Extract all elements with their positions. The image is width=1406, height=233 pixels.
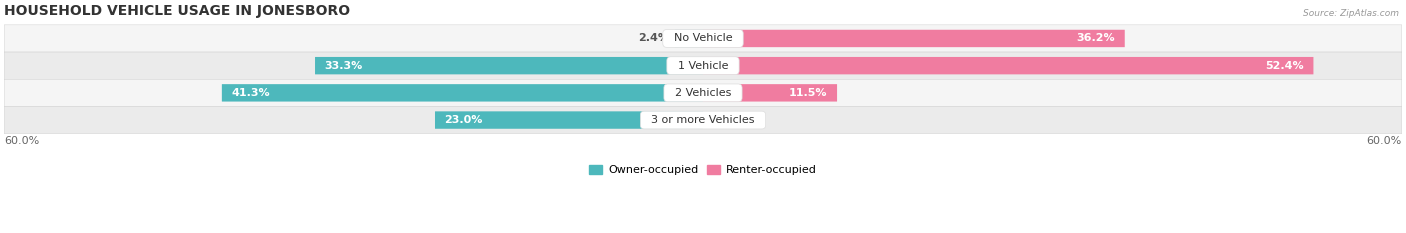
FancyBboxPatch shape <box>434 111 703 129</box>
FancyBboxPatch shape <box>675 30 703 47</box>
Text: HOUSEHOLD VEHICLE USAGE IN JONESBORO: HOUSEHOLD VEHICLE USAGE IN JONESBORO <box>4 4 350 18</box>
Text: 1 Vehicle: 1 Vehicle <box>671 61 735 71</box>
Text: No Vehicle: No Vehicle <box>666 34 740 44</box>
Text: Source: ZipAtlas.com: Source: ZipAtlas.com <box>1303 9 1399 18</box>
Text: 0.0%: 0.0% <box>709 115 740 125</box>
FancyBboxPatch shape <box>703 30 1125 47</box>
FancyBboxPatch shape <box>4 52 1402 79</box>
Text: 2.4%: 2.4% <box>638 34 669 44</box>
Text: 41.3%: 41.3% <box>232 88 270 98</box>
Text: 60.0%: 60.0% <box>1367 136 1402 146</box>
Text: 11.5%: 11.5% <box>789 88 828 98</box>
Text: 60.0%: 60.0% <box>4 136 39 146</box>
Text: 52.4%: 52.4% <box>1265 61 1303 71</box>
FancyBboxPatch shape <box>222 84 703 102</box>
Text: 36.2%: 36.2% <box>1077 34 1115 44</box>
Text: 2 Vehicles: 2 Vehicles <box>668 88 738 98</box>
FancyBboxPatch shape <box>703 57 1313 74</box>
FancyBboxPatch shape <box>315 57 703 74</box>
Text: 33.3%: 33.3% <box>325 61 363 71</box>
Text: 23.0%: 23.0% <box>444 115 482 125</box>
FancyBboxPatch shape <box>4 79 1402 106</box>
FancyBboxPatch shape <box>703 84 837 102</box>
Text: 3 or more Vehicles: 3 or more Vehicles <box>644 115 762 125</box>
FancyBboxPatch shape <box>4 25 1402 52</box>
FancyBboxPatch shape <box>4 106 1402 134</box>
Legend: Owner-occupied, Renter-occupied: Owner-occupied, Renter-occupied <box>585 160 821 180</box>
